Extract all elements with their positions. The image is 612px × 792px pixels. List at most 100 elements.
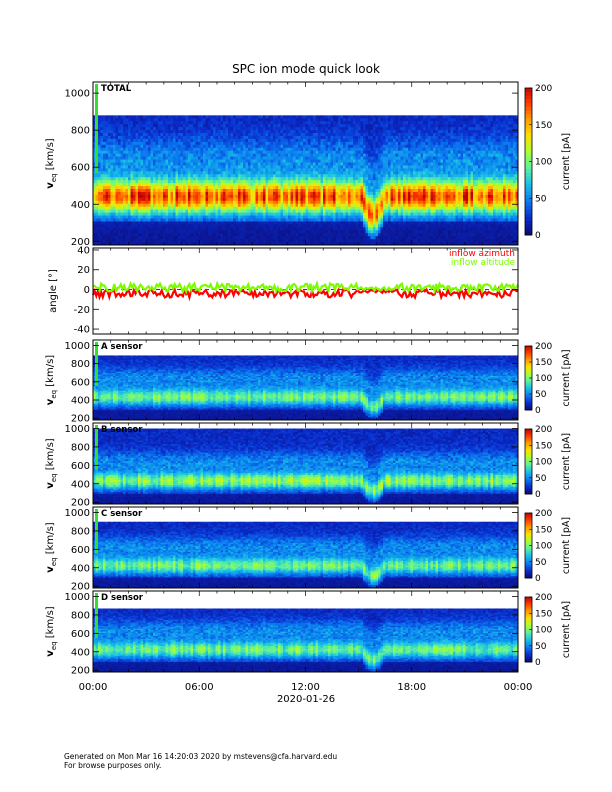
spectrogram-cell [148,183,151,187]
spectrogram-cell [210,118,214,122]
spectrogram-cell [198,121,201,125]
spectrogram-cell [335,242,339,246]
spectrogram-cell [195,218,199,222]
spectrogram-cell [113,186,116,190]
spectrogram-cell [270,194,274,199]
spectrogram-cell [273,236,276,240]
spectrogram-cell [93,147,96,152]
spectrogram-cell [340,144,344,149]
spectrogram-cell [145,242,149,246]
spectrogram-cell [228,133,231,137]
spectrogram-cell [138,162,141,166]
spectrogram-cell [115,141,119,146]
spectrogram-cell [335,206,339,211]
spectrogram-cell [103,165,106,169]
spectrogram-cell [245,215,249,219]
spectrogram-cell [303,218,306,222]
spectrogram-cell [120,194,124,199]
spectrogram-cell [100,191,104,196]
spectrogram-cell [245,130,249,134]
spectrogram-cell [223,236,226,240]
spectrogram-cell [230,171,234,175]
spectrogram-cell [283,150,286,155]
spectrogram-cell [105,230,109,234]
spectrogram-cell [118,186,121,190]
spectrogram-cell [368,206,371,211]
spectrogram-cell [263,133,266,137]
spectrogram-cell [375,180,379,184]
spectrogram-cell [218,127,221,131]
spectrogram-cell [293,141,296,146]
spectrogram-cell [193,200,196,205]
spectrogram-cell [123,200,126,205]
spectrogram-cell [360,127,364,131]
spectrogram-cell [255,224,259,228]
spectrogram-cell [238,183,241,187]
spectrogram-cell [368,224,371,228]
spectrogram-cell [175,189,179,193]
spectrogram-cell [328,156,331,160]
spectrogram-cell [245,183,249,187]
spectrogram-cell [328,153,331,157]
spectrogram-cell [195,150,199,155]
spectrogram-cell [118,212,121,216]
spectrogram-cell [283,162,286,166]
spectrogram-cell [175,121,179,125]
spectrogram-cell [328,165,331,169]
spectrogram-cell [238,124,241,128]
spectrogram-cell [285,153,289,157]
spectrogram-cell [153,194,156,199]
spectrogram-cell [330,133,334,137]
spectrogram-cell [173,227,176,231]
spectrogram-cell [225,189,229,193]
spectrogram-cell [295,191,299,196]
spectrogram-cell [140,180,144,184]
spectrogram-cell [320,135,324,140]
spectrogram-cell [155,135,159,140]
spectrogram-cell [223,239,226,243]
spectrogram-cell [220,224,224,228]
spectrogram-cell [338,203,341,208]
spectrogram-cell [95,180,99,184]
spectrogram-cell [348,218,351,222]
spectrogram-cell [105,233,109,237]
spectrogram-cell [220,212,224,216]
spectrogram-cell [168,233,171,237]
spectrogram-cell [128,147,131,152]
spectrogram-cell [230,144,234,149]
spectrogram-cell [233,212,236,216]
spectrogram-cell [278,165,281,169]
spectrogram-cell [205,118,209,122]
spectrogram-cell [178,162,181,166]
spectrogram-cell [235,212,239,216]
spectrogram-cell [185,130,189,134]
spectrogram-cell [135,174,139,178]
spectrogram-cell [363,215,366,219]
spectrogram-cell [303,215,306,219]
spectrogram-cell [210,162,214,166]
spectrogram-cell [365,162,369,166]
spectrogram-cell [225,206,229,211]
spectrogram-cell [163,209,166,213]
spectrogram-cell [203,177,206,181]
spectrogram-cell [358,174,361,178]
spectrogram-cell [253,194,256,199]
spectrogram-cell [183,224,186,228]
spectrogram-cell [288,133,291,137]
spectrogram-cell [348,200,351,205]
spectrogram-cell [115,186,119,190]
spectrogram-cell [305,215,309,219]
spectrogram-cell [288,156,291,160]
spectrogram-cell [328,124,331,128]
spectrogram-cell [113,130,116,134]
spectrogram-cell [335,156,339,160]
spectrogram-cell [280,144,284,149]
spectrogram-cell [305,127,309,131]
spectrogram-cell [103,189,106,193]
spectrogram-cell [345,115,349,119]
spectrogram-cell [153,150,156,155]
spectrogram-cell [310,194,314,199]
spectrogram-cell [325,230,329,234]
spectrogram-cell [268,221,271,225]
spectrogram-cell [353,124,356,128]
